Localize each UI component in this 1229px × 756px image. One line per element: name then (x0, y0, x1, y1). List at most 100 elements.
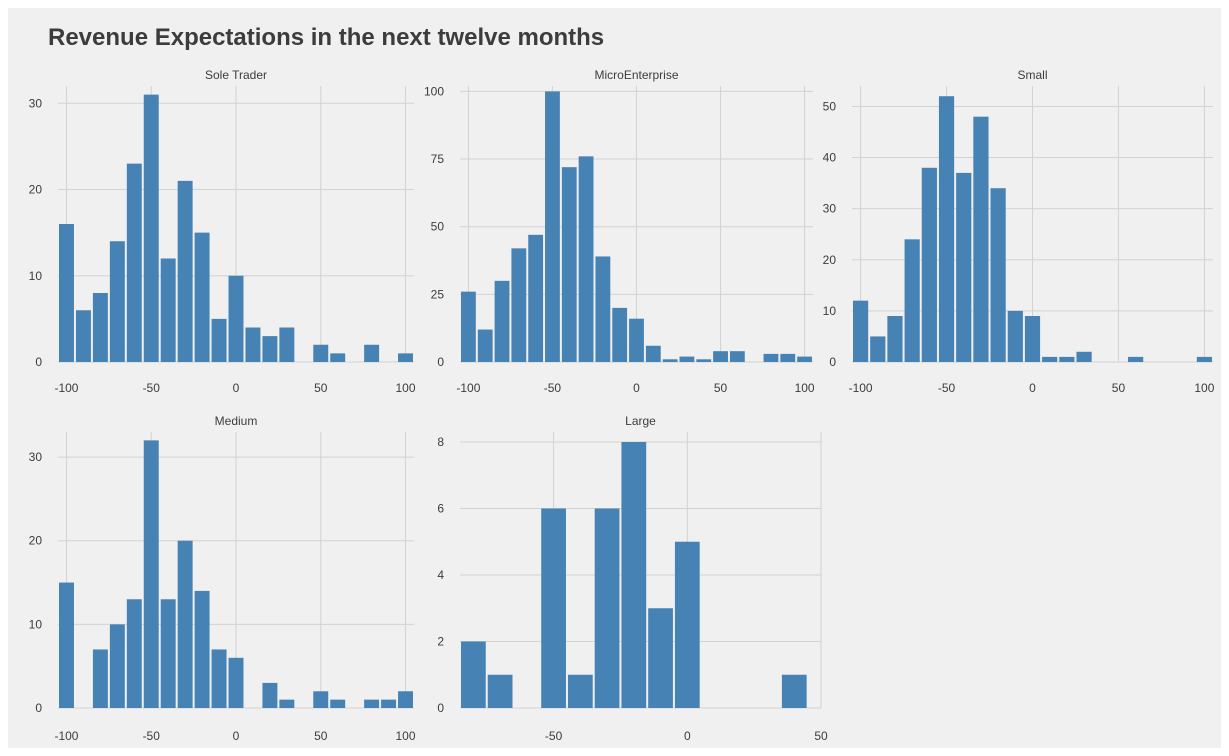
facet-panel: Sole Trader 0 10 20 30 -100 -50 0 50 100 (29, 68, 416, 395)
facet-panel: Medium 0 10 20 30 -100 -50 0 50 100 (29, 414, 416, 743)
histogram-bar (279, 327, 295, 362)
histogram-bar (364, 699, 380, 708)
histogram-bar (143, 94, 159, 362)
x-tick-label: -100 (54, 381, 78, 395)
histogram-bar (477, 329, 493, 362)
facet-title: Large (625, 414, 656, 428)
histogram-bar (541, 508, 566, 708)
histogram-bar (679, 356, 695, 362)
histogram-bar (781, 674, 807, 708)
histogram-bar (870, 336, 886, 362)
histogram-bar (594, 508, 620, 708)
histogram-bar (59, 224, 74, 362)
x-tick-label: -50 (544, 381, 562, 395)
y-tick-label: 6 (437, 501, 444, 515)
histogram-bar (938, 96, 955, 362)
histogram-bar (528, 234, 544, 362)
y-tick-label: 20 (29, 534, 43, 548)
histogram-bar (330, 699, 346, 708)
histogram-bar (398, 691, 413, 708)
histogram-bar (109, 241, 125, 362)
histogram-bar (904, 239, 920, 362)
histogram-bar (780, 353, 796, 362)
x-tick-label: -100 (849, 381, 873, 395)
histogram-bar (313, 344, 329, 362)
histogram-bar (713, 351, 728, 362)
histogram-bar (621, 441, 647, 708)
histogram-bar (1042, 356, 1058, 362)
histogram-bar (595, 256, 611, 362)
facet-panel: Large 0 2 4 6 8 -50 0 50 (437, 414, 828, 743)
chart-title: Revenue Expectations in the next twelve … (48, 24, 605, 51)
y-tick-label: 0 (35, 355, 42, 369)
facet-panel: Small 0 10 20 30 40 50 -100 -50 0 50 100 (823, 68, 1215, 395)
y-tick-label: 100 (424, 84, 444, 98)
histogram-bar (629, 318, 644, 362)
y-tick-label: 20 (823, 253, 837, 267)
x-tick-label: -100 (54, 729, 78, 743)
histogram-bar (973, 116, 989, 363)
x-tick-label: 0 (684, 729, 691, 743)
histogram-bar (1024, 316, 1041, 362)
y-tick-label: 0 (437, 701, 444, 715)
x-tick-label: -50 (143, 729, 161, 743)
histogram-bar (545, 91, 560, 362)
histogram-bar (612, 307, 628, 362)
x-tick-label: 0 (233, 729, 240, 743)
y-tick-label: 2 (437, 634, 444, 648)
x-tick-label: 100 (795, 381, 815, 395)
y-tick-label: 30 (29, 96, 43, 110)
x-tick-label: 50 (1112, 381, 1126, 395)
histogram-bar (177, 180, 193, 362)
y-tick-label: 8 (437, 435, 444, 449)
histogram-bar (160, 599, 176, 708)
histogram-bar (262, 682, 278, 708)
x-tick-label: 100 (396, 729, 416, 743)
histogram-bar (109, 624, 125, 708)
histogram-bar (381, 699, 397, 708)
y-tick-label: 75 (431, 152, 445, 166)
histogram-bar (763, 353, 779, 362)
histogram-bar (853, 300, 869, 362)
histogram-bar (648, 608, 673, 708)
histogram-bar (262, 336, 278, 362)
histogram-bar (228, 657, 244, 708)
x-tick-label: 0 (633, 381, 640, 395)
histogram-bar (211, 318, 227, 362)
histogram-bar (578, 156, 594, 362)
histogram-bar (696, 359, 712, 362)
y-tick-label: 4 (437, 568, 444, 582)
histogram-bar (729, 351, 745, 362)
x-tick-label: 50 (314, 729, 328, 743)
x-tick-label: -50 (545, 729, 563, 743)
histogram-bar (511, 248, 527, 362)
histogram-bar (567, 674, 593, 708)
x-tick-label: 50 (814, 729, 828, 743)
histogram-bar (1007, 310, 1023, 362)
histogram-bar (1059, 356, 1075, 362)
histogram-bar (561, 167, 577, 362)
facet-title: MicroEnterprise (594, 68, 678, 82)
y-tick-label: 10 (823, 304, 837, 318)
histogram-bar (1076, 351, 1092, 362)
histogram-bar (177, 540, 193, 708)
histogram-bar (1128, 356, 1144, 362)
histogram-bar (194, 590, 210, 708)
y-tick-label: 40 (823, 151, 837, 165)
histogram-bar (461, 641, 486, 708)
histogram-bar (494, 280, 510, 362)
histogram-bar (59, 582, 74, 708)
histogram-bar (364, 344, 380, 362)
x-tick-label: -50 (938, 381, 956, 395)
facet-title: Small (1017, 68, 1047, 82)
x-tick-label: 0 (1029, 381, 1036, 395)
histogram-bar (194, 232, 210, 362)
x-tick-label: 100 (1194, 381, 1214, 395)
histogram-bar (126, 163, 142, 362)
histogram-bar (279, 699, 295, 708)
histogram-bar (921, 167, 937, 362)
y-tick-label: 0 (35, 701, 42, 715)
histogram-bar (956, 172, 972, 362)
y-tick-label: 20 (29, 183, 43, 197)
histogram-bar (662, 359, 678, 362)
